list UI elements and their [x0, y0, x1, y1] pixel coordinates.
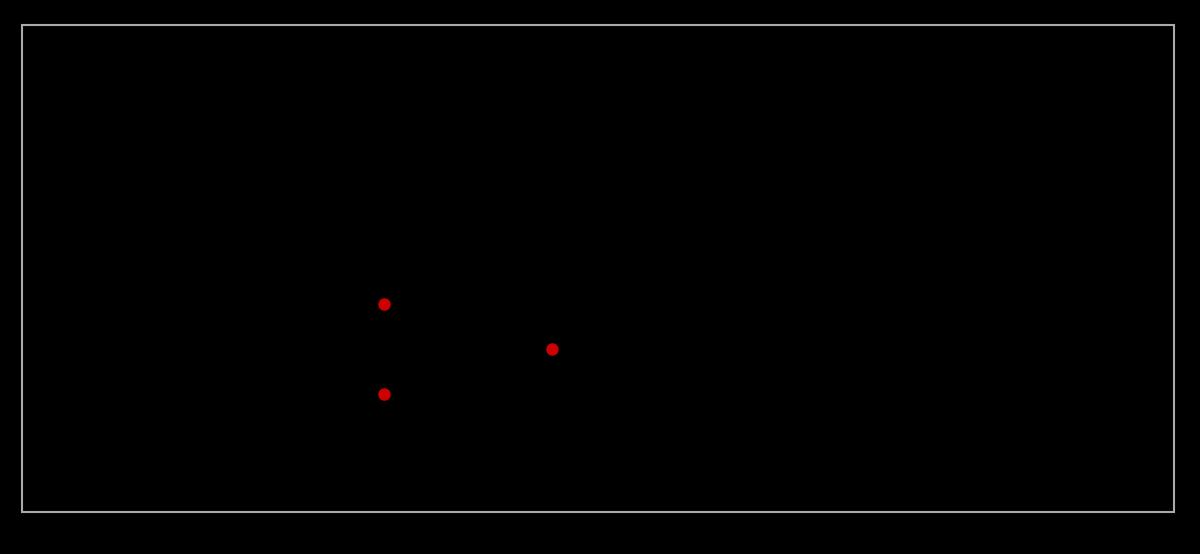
Text: is moved gradually along the $x$ axis from $x$ = 0 to $x$ = +5.68 m. At what val: is moved gradually along the $x$ axis fr…	[108, 147, 1043, 170]
Text: $d$: $d$	[328, 317, 341, 336]
Text: 1.: 1.	[54, 47, 79, 70]
Text: will the magnitude of the electrostatic force on the third particle from the oth: will the magnitude of the electrostatic …	[108, 198, 1073, 217]
Text: particles be $\mathbf{(a)}$ maximum? What are the $\mathbf{(b)}$ maximum magnitu: particles be $\mathbf{(a)}$ maximum? Wha…	[108, 248, 877, 271]
Text: 2: 2	[401, 389, 412, 407]
Text: at distance $d$ = 17.8 cm from the origin. Particle 3 of charge $q_3$ = +32.00 ×: at distance $d$ = 17.8 cm from the origi…	[108, 97, 1043, 123]
Text: 1: 1	[401, 291, 412, 309]
Text: In the figure particles 1 and 2 of charge $q_1 = q_2$ = +49.60 × 10$^{-19}$ C ar: In the figure particles 1 and 2 of charg…	[108, 47, 1032, 73]
Text: $d$: $d$	[328, 363, 341, 381]
Text: 3: 3	[548, 364, 559, 382]
Text: $x$: $x$	[709, 338, 722, 356]
Text: $y$: $y$	[382, 227, 395, 245]
